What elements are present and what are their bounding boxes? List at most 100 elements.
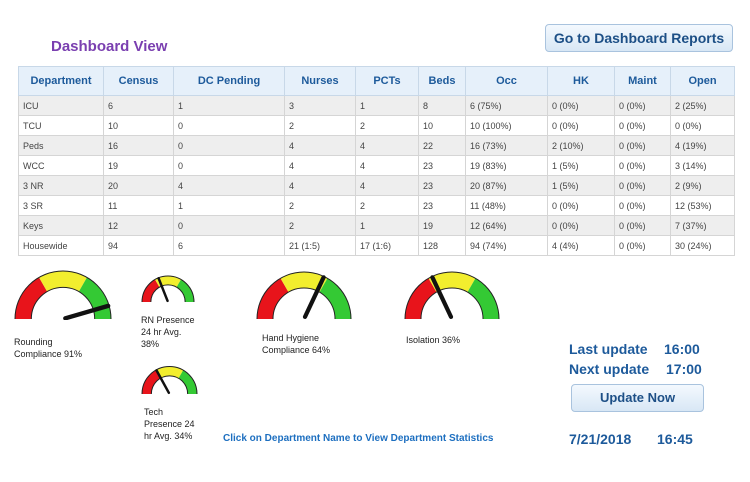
department-name-link[interactable]: Housewide: [18, 235, 104, 256]
page-title: Dashboard View: [51, 38, 168, 55]
department-name-link[interactable]: ICU: [18, 95, 104, 116]
gauge-outline: [141, 366, 198, 395]
gauge-red-zone: [257, 278, 289, 320]
table-cell: 4: [355, 135, 419, 156]
column-header: HK: [547, 66, 615, 96]
gauge-red-zone: [142, 370, 161, 395]
table-cell: 22: [418, 135, 466, 156]
column-header: Department: [18, 66, 104, 96]
isolation-gauge: [404, 270, 500, 320]
department-name-link[interactable]: TCU: [18, 115, 104, 136]
current-time: 16:45: [657, 431, 693, 447]
gauge-yellow-zone: [280, 272, 328, 293]
table-cell: 2: [284, 115, 356, 136]
gauge-red-zone: [142, 279, 160, 303]
table-cell: 0 (0%): [547, 115, 615, 136]
table-cell: 12 (53%): [670, 195, 735, 216]
table-cell: 4 (4%): [547, 235, 615, 256]
table-cell: 1 (5%): [547, 155, 615, 176]
table-cell: 2 (9%): [670, 175, 735, 196]
table-cell: 23: [418, 195, 466, 216]
table-cell: 2: [355, 195, 419, 216]
column-header: PCTs: [355, 66, 419, 96]
gauge-needle: [155, 369, 171, 395]
table-row: Keys 12 0 2 1 19 12 (64%) 0 (0%) 0 (0%) 7 (37%): [18, 215, 735, 236]
table-cell: 16 (73%): [465, 135, 548, 156]
table-cell: 19: [418, 215, 466, 236]
table-cell: 0 (0%): [614, 235, 671, 256]
gauge-red-zone: [405, 278, 437, 320]
table-cell: 4: [284, 135, 356, 156]
table-cell: 0 (0%): [547, 215, 615, 236]
table-row: Peds 16 0 4 4 22 16 (73%) 2 (10%) 0 (0%) 4 (19%): [18, 135, 735, 156]
department-name-link[interactable]: 3 NR: [18, 175, 104, 196]
gauge-needle: [430, 275, 454, 319]
table-cell: 19: [103, 155, 174, 176]
department-name-link[interactable]: Peds: [18, 135, 104, 156]
gauge-outline: [14, 270, 112, 320]
table-cell: 2 (10%): [547, 135, 615, 156]
next-update-label: Next update: [569, 361, 650, 377]
table-cell: 0 (0%): [614, 215, 671, 236]
table-cell: 2: [284, 195, 356, 216]
column-header: Occ: [465, 66, 548, 96]
table-cell: 10 (100%): [465, 115, 548, 136]
department-hint-text: Click on Department Name to View Departm…: [223, 433, 494, 444]
rn-presence-gauge: [141, 274, 195, 303]
gauge-outline: [256, 271, 352, 320]
last-update-time: 16:00: [664, 341, 700, 357]
gauge-outline: [404, 271, 500, 320]
table-row: Housewide 94 6 21 (1:5) 17 (1:6) 128 94 (74%) 4…: [18, 235, 735, 256]
rounding-gauge-label: Rounding Compliance 91%: [14, 337, 83, 359]
update-now-button[interactable]: Update Now: [571, 384, 704, 412]
dashboard-reports-button[interactable]: Go to Dashboard Reports: [545, 24, 733, 52]
table-cell: 11: [103, 195, 174, 216]
department-name-link[interactable]: Keys: [18, 215, 104, 236]
table-cell: 2: [355, 115, 419, 136]
table-cell: 11 (48%): [465, 195, 548, 216]
table-cell: 0 (0%): [670, 115, 735, 136]
current-date: 7/21/2018: [569, 431, 632, 447]
table-cell: 4: [173, 175, 285, 196]
isolation-gauge-label: Isolation 36%: [406, 335, 461, 345]
column-header: Open: [670, 66, 735, 96]
gauge-yellow-zone: [155, 276, 181, 288]
table-cell: 0: [173, 115, 285, 136]
department-name-link[interactable]: WCC: [18, 155, 104, 176]
table-cell: 4: [355, 175, 419, 196]
table-cell: 6: [173, 235, 285, 256]
gauge-green-zone: [319, 278, 351, 320]
table-cell: 0: [173, 215, 285, 236]
last-update-label: Last update: [569, 341, 648, 357]
department-name-link[interactable]: 3 SR: [18, 195, 104, 216]
table-row: TCU 10 0 2 2 10 10 (100%) 0 (0%) 0 (0%) 0 (0%): [18, 115, 735, 136]
table-cell: 0 (0%): [614, 155, 671, 176]
table-cell: 94 (74%): [465, 235, 548, 256]
gauge-green-zone: [467, 278, 499, 320]
table-cell: 1: [355, 95, 419, 116]
table-cell: 4: [284, 155, 356, 176]
table-cell: 2 (25%): [670, 95, 735, 116]
table-cell: 0 (0%): [547, 95, 615, 116]
table-cell: 6: [103, 95, 174, 116]
table-cell: 20: [103, 175, 174, 196]
table-cell: 12 (64%): [465, 215, 548, 236]
table-cell: 0 (0%): [614, 195, 671, 216]
table-cell: 1 (5%): [547, 175, 615, 196]
table-cell: 0 (0%): [614, 115, 671, 136]
table-cell: 1: [355, 215, 419, 236]
next-update-time: 17:00: [666, 361, 702, 377]
gauge-green-zone: [178, 370, 197, 395]
table-row: 3 NR 20 4 4 4 23 20 (87%) 1 (5%) 0 (0%) 2 (9%): [18, 175, 735, 196]
table-cell: 94: [103, 235, 174, 256]
gauge-outline: [141, 275, 195, 303]
gauge-yellow-zone: [39, 271, 87, 292]
table-cell: 2: [284, 215, 356, 236]
table-row: ICU 6 1 3 1 8 6 (75%) 0 (0%) 0 (0%) 2 (25%): [18, 95, 735, 116]
gauge-green-zone: [176, 279, 194, 303]
column-header: Beds: [418, 66, 466, 96]
table-cell: 1: [173, 195, 285, 216]
gauge-needle: [63, 303, 111, 320]
table-cell: 8: [418, 95, 466, 116]
gauge-yellow-zone: [428, 272, 476, 293]
